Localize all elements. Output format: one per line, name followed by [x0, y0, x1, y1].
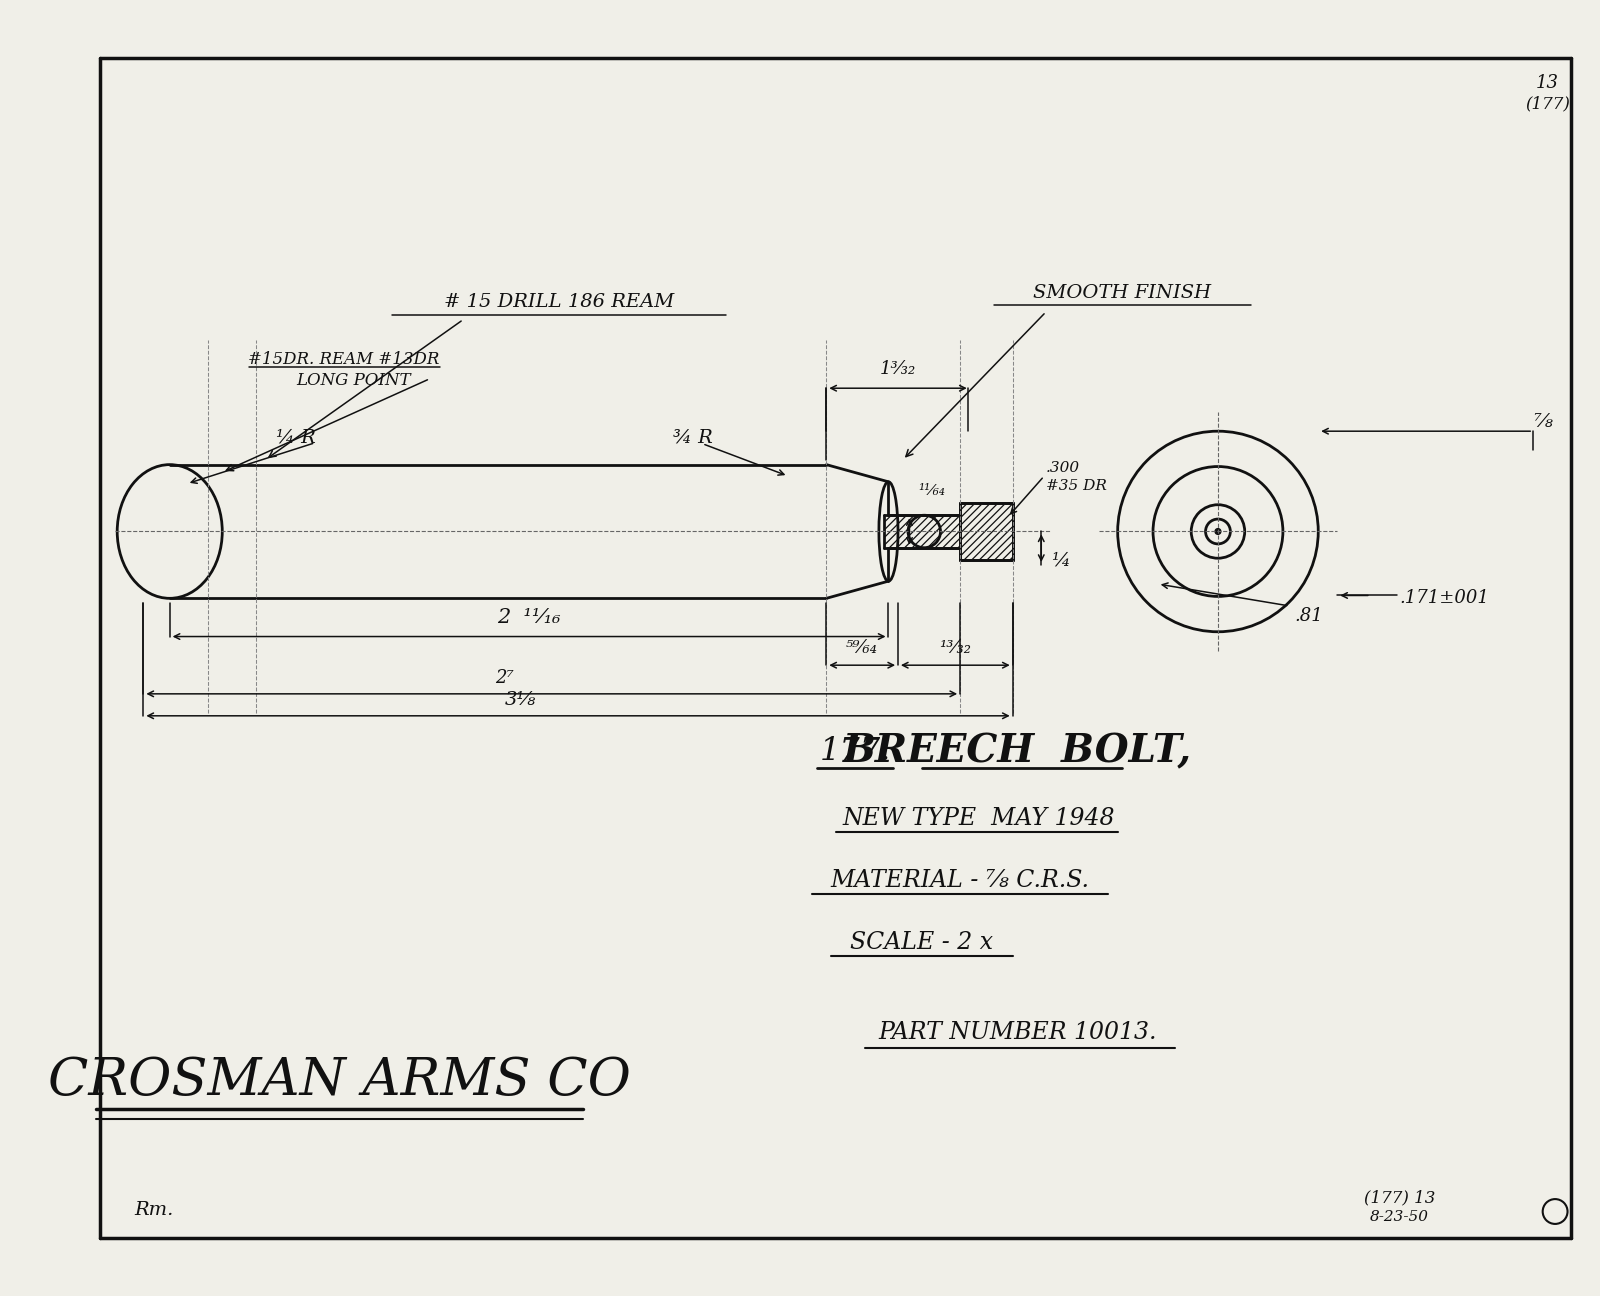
Text: NEW TYPE  MAY 1948: NEW TYPE MAY 1948 [843, 806, 1115, 829]
Text: 3⅛: 3⅛ [506, 691, 536, 709]
Text: (177) 13: (177) 13 [1363, 1190, 1435, 1207]
Text: .81: .81 [1294, 607, 1323, 625]
Text: ¹³⁄₃₂: ¹³⁄₃₂ [939, 639, 971, 657]
Text: 2⁷: 2⁷ [494, 669, 514, 687]
Text: SCALE - 2 x: SCALE - 2 x [850, 931, 994, 954]
Text: 2  ¹¹⁄₁₆: 2 ¹¹⁄₁₆ [498, 608, 562, 627]
Text: ¹¹⁄₆₄: ¹¹⁄₆₄ [918, 485, 946, 499]
Text: 8-23-50: 8-23-50 [1370, 1210, 1429, 1225]
Text: Rm.: Rm. [134, 1200, 173, 1218]
Text: ¼ R: ¼ R [277, 429, 317, 447]
Text: LONG POINT: LONG POINT [296, 372, 411, 389]
Text: .171±001: .171±001 [1400, 590, 1490, 608]
Text: #15DR. REAM #13DR: #15DR. REAM #13DR [248, 351, 440, 368]
Text: ⅞: ⅞ [1533, 412, 1552, 430]
Text: ⁵⁹⁄₆₄: ⁵⁹⁄₆₄ [846, 639, 878, 657]
Text: BREECH  BOLT,: BREECH BOLT, [843, 732, 1192, 770]
Text: SMOOTH FINISH: SMOOTH FINISH [1034, 284, 1211, 302]
Circle shape [1214, 529, 1221, 534]
Text: ¼: ¼ [1051, 551, 1070, 569]
Text: MATERIAL - ⅞ C.R.S.: MATERIAL - ⅞ C.R.S. [830, 868, 1090, 892]
Text: 177.: 177. [819, 736, 891, 767]
Text: (177): (177) [1525, 95, 1570, 111]
Text: 1³⁄₃₂: 1³⁄₃₂ [880, 360, 917, 378]
Text: .300: .300 [1046, 461, 1080, 476]
Text: ¾ R: ¾ R [672, 429, 712, 447]
Text: CROSMAN ARMS CO: CROSMAN ARMS CO [48, 1055, 630, 1107]
Text: # 15 DRILL 186 REAM: # 15 DRILL 186 REAM [443, 293, 674, 311]
Text: #35 DR: #35 DR [1046, 478, 1107, 492]
Text: 13: 13 [1536, 74, 1558, 92]
Text: PART NUMBER 10013.: PART NUMBER 10013. [878, 1021, 1157, 1045]
